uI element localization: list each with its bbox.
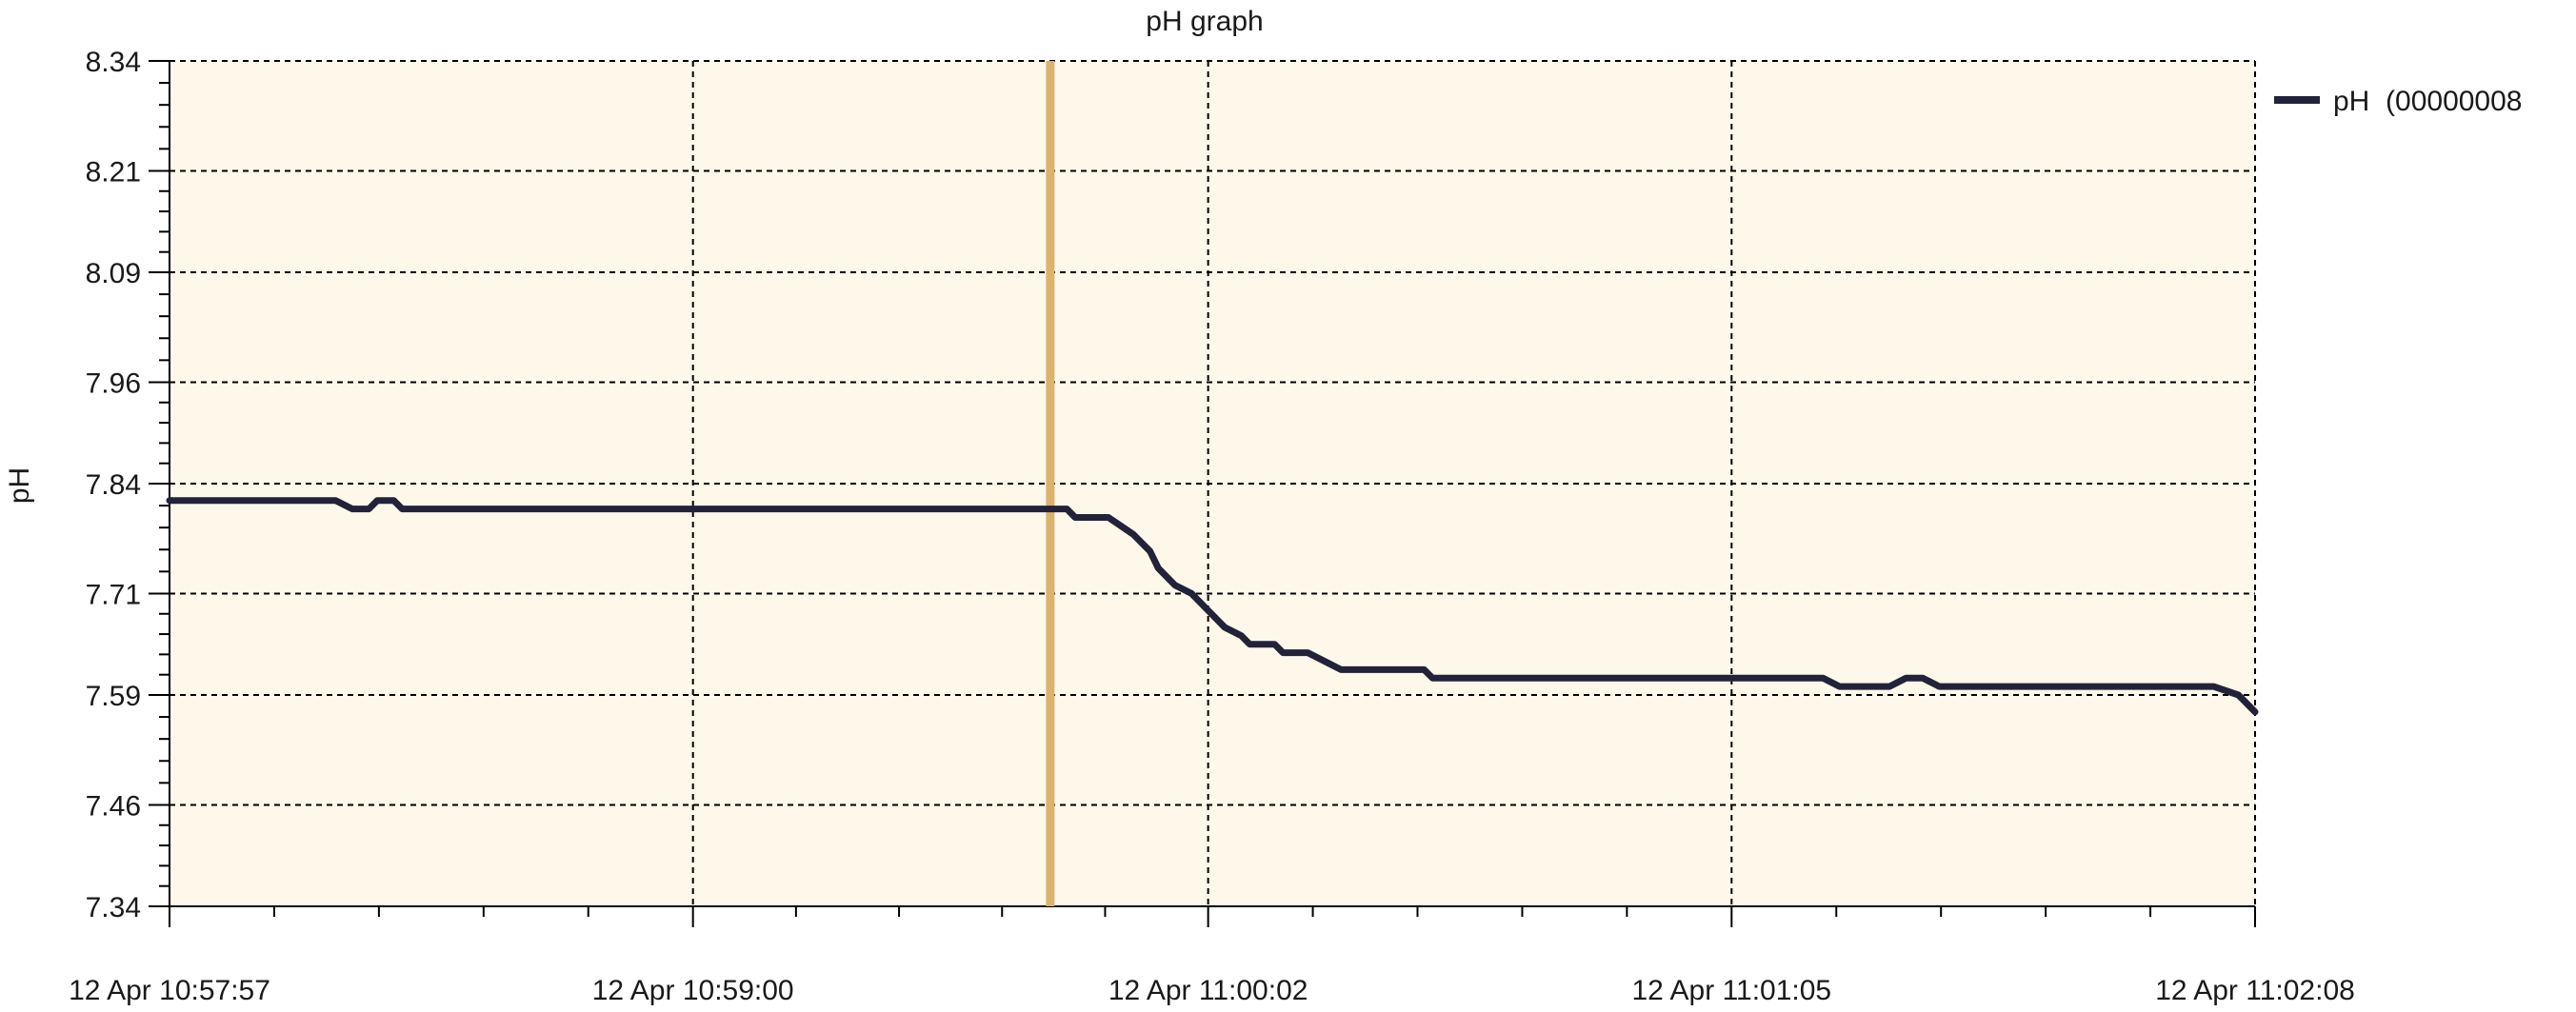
y-tick-label: 7.96	[86, 367, 141, 399]
x-tick-label: 12 Apr 11:00:02	[1108, 975, 1308, 1006]
x-tick-label: 12 Apr 11:01:05	[1632, 975, 1832, 1006]
series-line-ph	[166, 497, 2259, 716]
y-tick-label: 7.34	[86, 892, 141, 923]
x-tick-label: 12 Apr 10:57:57	[69, 975, 270, 1006]
y-tick-label: 8.09	[86, 258, 141, 289]
legend: pH (00000008	[2274, 86, 2523, 117]
y-axis-label: pH	[4, 467, 35, 504]
y-tick-label: 8.34	[86, 47, 141, 78]
y-tick-label: 8.21	[86, 156, 141, 188]
chart-title: pH graph	[1146, 6, 1263, 37]
y-tick-label: 7.59	[86, 681, 141, 712]
y-tick-label: 7.71	[86, 579, 141, 610]
y-tick-label: 7.84	[86, 469, 141, 501]
y-tick-label: 7.46	[86, 790, 141, 822]
x-tick-label: 12 Apr 11:02:08	[2155, 975, 2355, 1006]
legend-label-ph: pH (00000008	[2333, 86, 2523, 117]
x-tick-label: 12 Apr 10:59:00	[592, 975, 794, 1006]
